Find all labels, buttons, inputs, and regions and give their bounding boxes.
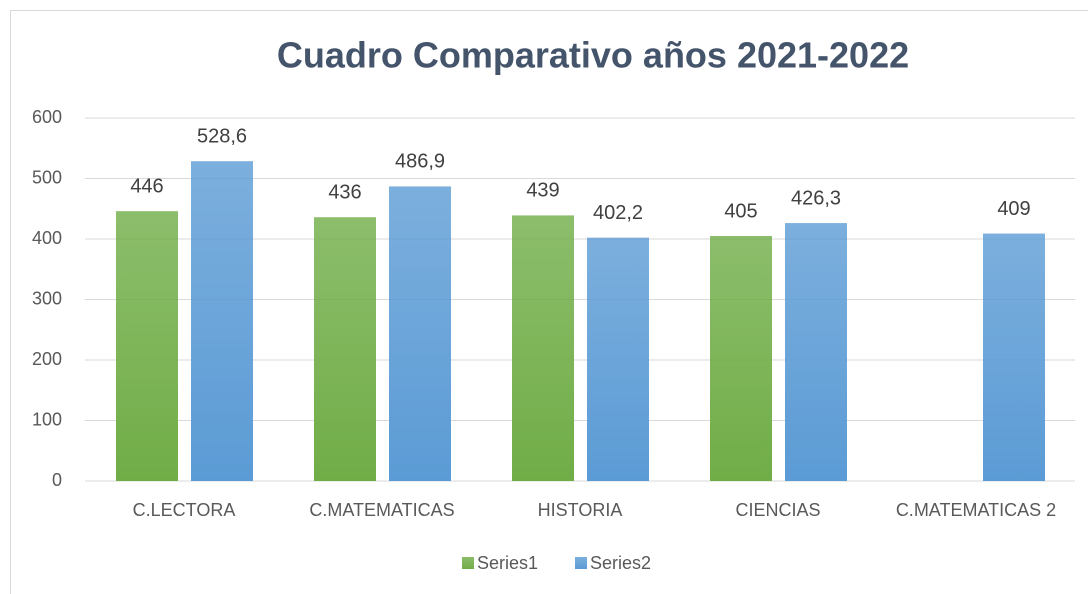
legend-label: Series2 bbox=[590, 553, 651, 573]
x-tick-label: C.MATEMATICAS 2 bbox=[896, 500, 1056, 520]
data-label: 426,3 bbox=[791, 187, 841, 209]
bar bbox=[512, 215, 574, 481]
y-tick-label: 400 bbox=[32, 228, 62, 248]
chart-title: Cuadro Comparativo años 2021-2022 bbox=[277, 35, 909, 76]
y-tick-label: 300 bbox=[32, 288, 62, 308]
data-label: 439 bbox=[526, 180, 559, 202]
data-label: 528,6 bbox=[197, 125, 247, 147]
bar bbox=[389, 186, 451, 481]
bar bbox=[587, 237, 649, 481]
bar bbox=[116, 211, 178, 482]
data-label: 405 bbox=[724, 200, 757, 222]
data-label: 402,2 bbox=[593, 202, 643, 224]
x-tick-label: C.MATEMATICAS bbox=[309, 500, 454, 520]
data-label: 436 bbox=[328, 182, 361, 204]
data-label: 409 bbox=[997, 198, 1030, 220]
bar bbox=[983, 233, 1045, 481]
data-label: 446 bbox=[130, 175, 163, 197]
legend-swatch bbox=[575, 557, 587, 569]
bar bbox=[191, 161, 253, 481]
y-tick-label: 100 bbox=[32, 409, 62, 429]
y-tick-label: 0 bbox=[52, 470, 62, 490]
x-tick-label: HISTORIA bbox=[538, 500, 623, 520]
y-tick-label: 500 bbox=[32, 167, 62, 187]
legend-swatch bbox=[462, 557, 474, 569]
x-tick-label: C.LECTORA bbox=[133, 500, 236, 520]
y-tick-label: 600 bbox=[32, 107, 62, 127]
legend-label: Series1 bbox=[477, 553, 538, 573]
bar bbox=[710, 235, 772, 481]
bar bbox=[785, 223, 847, 481]
y-tick-label: 200 bbox=[32, 349, 62, 369]
x-tick-label: CIENCIAS bbox=[735, 500, 820, 520]
bar bbox=[314, 217, 376, 481]
data-label: 486,9 bbox=[395, 151, 445, 173]
